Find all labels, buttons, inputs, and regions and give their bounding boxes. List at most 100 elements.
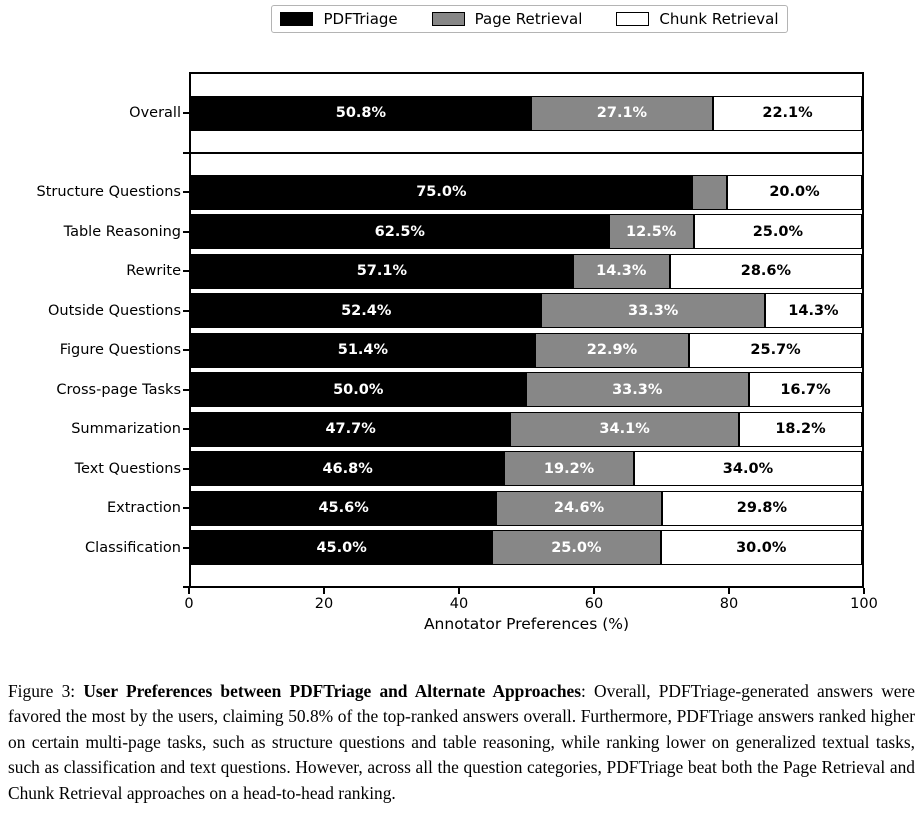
bar-value-label: 19.2% — [543, 460, 595, 477]
bar-value-label: 24.6% — [553, 500, 605, 516]
bar-value-label: 27.1% — [596, 105, 648, 121]
bar-segment: 30.0% — [660, 530, 862, 565]
y-tick — [183, 507, 189, 509]
bar-segment: 27.1% — [530, 95, 714, 131]
legend-swatch-icon — [280, 12, 314, 26]
bar-value-label: 29.8% — [736, 500, 788, 516]
bar-row-classification: 45.0% 25.0% 30.0% — [191, 530, 862, 565]
legend-label: Page Retrieval — [474, 9, 583, 28]
bar-row-text-questions: 46.8% 19.2% 34.0% — [191, 451, 862, 486]
legend-label: Chunk Retrieval — [659, 9, 779, 28]
bar-row-overall: 50.8% 27.1% 22.1% — [191, 95, 862, 131]
legend-swatch-icon — [616, 12, 650, 26]
bar-value-label: 50.0% — [333, 381, 384, 398]
bar-segment: 16.7% — [748, 372, 862, 407]
bar-value-label: 12.5% — [626, 223, 677, 240]
x-tick — [728, 588, 730, 594]
bar-segment: 29.8% — [661, 490, 862, 526]
bar-value-label: 22.1% — [762, 105, 813, 121]
x-tick-label: 0 — [184, 596, 194, 612]
bar-segment: 50.8% — [191, 95, 531, 131]
bar-value-label: 45.0% — [316, 539, 367, 556]
y-tick — [183, 112, 189, 114]
bar-segment: 22.9% — [534, 332, 690, 368]
bar-row-rewrite: 57.1% 14.3% 28.6% — [191, 253, 862, 289]
legend-label: PDFTriage — [323, 9, 398, 28]
bar-segment: 25.0% — [492, 530, 661, 565]
plot-area: 50.8% 27.1% 22.1% 75.0% 20.0% 62.5% 12.5% 25.0%… — [189, 72, 864, 588]
bar-value-label: 47.7% — [325, 421, 376, 437]
category-label: Table Reasoning — [63, 223, 181, 240]
bar-value-label: 46.8% — [322, 460, 373, 477]
x-tick-label: 20 — [314, 596, 334, 612]
bar-value-label: 14.3% — [788, 302, 839, 319]
bar-value-label: 33.3% — [612, 381, 663, 398]
bar-row-cross-page-tasks: 50.0% 33.3% 16.7% — [191, 372, 862, 407]
category-label: Extraction — [106, 500, 181, 516]
bar-segment — [691, 174, 727, 210]
bar-segment: 52.4% — [191, 293, 542, 328]
bar-segment: 34.0% — [633, 451, 862, 486]
bar-segment: 25.7% — [689, 332, 862, 368]
bar-row-figure-questions: 51.4% 22.9% 25.7% — [191, 332, 862, 368]
legend-swatch-icon — [431, 12, 465, 26]
legend-item-pdftriage: PDFTriage — [280, 9, 398, 28]
category-label: Structure Questions — [36, 184, 181, 200]
bar-row-table-reasoning: 62.5% 12.5% 25.0% — [191, 214, 862, 249]
bar-value-label: 75.0% — [416, 184, 467, 200]
bar-value-label: 57.1% — [356, 263, 408, 279]
bar-segment: 28.6% — [669, 253, 862, 289]
bar-value-label: 22.9% — [586, 342, 638, 358]
y-tick — [183, 230, 189, 233]
bar-segment: 45.6% — [191, 490, 497, 526]
bar-row-summarization: 47.7% 34.1% 18.2% — [191, 411, 862, 447]
bar-segment: 19.2% — [504, 451, 634, 486]
bar-segment: 14.3% — [572, 253, 670, 289]
bar-value-label: 30.0% — [736, 539, 787, 556]
bar-value-label: 18.2% — [775, 421, 826, 437]
x-tick — [188, 588, 190, 594]
bar-value-label: 28.6% — [740, 263, 792, 279]
y-tick — [183, 388, 189, 391]
bar-value-label: 25.0% — [551, 539, 602, 556]
y-tick — [183, 428, 189, 430]
category-label: Overall — [129, 105, 181, 121]
bar-value-label: 45.6% — [318, 500, 369, 516]
overall-separator-line — [191, 151, 862, 154]
bar-segment: 57.1% — [191, 253, 573, 289]
category-label: Outside Questions — [47, 302, 181, 319]
bar-segment: 24.6% — [496, 490, 662, 526]
bar-value-label: 34.1% — [599, 421, 650, 437]
y-tick — [183, 586, 189, 588]
bar-value-label: 25.7% — [750, 342, 801, 358]
bar-segment: 25.0% — [693, 214, 862, 249]
category-label: Cross-page Tasks — [56, 381, 181, 398]
bar-value-label: 51.4% — [337, 342, 389, 358]
bar-segment: 14.3% — [764, 293, 862, 328]
x-tick-label: 100 — [850, 596, 878, 612]
bar-row-outside-questions: 52.4% 33.3% 14.3% — [191, 293, 862, 328]
bar-segment: 75.0% — [191, 174, 692, 210]
x-tick — [323, 588, 325, 594]
bar-segment: 46.8% — [191, 451, 505, 486]
bar-value-label: 33.3% — [628, 302, 679, 319]
legend-item-page-retrieval: Page Retrieval — [431, 9, 583, 28]
y-tick — [183, 546, 189, 549]
x-axis-title: Annotator Preferences (%) — [423, 615, 630, 633]
category-label: Figure Questions — [59, 342, 181, 358]
y-tick — [183, 270, 189, 272]
bar-value-label: 14.3% — [596, 263, 647, 279]
caption-prefix: Figure 3: — [8, 681, 84, 701]
bar-segment: 18.2% — [738, 411, 862, 447]
y-tick — [183, 349, 189, 351]
category-label: Summarization — [71, 421, 181, 437]
bar-value-label: 16.7% — [780, 381, 831, 398]
bar-value-label: 52.4% — [341, 302, 392, 319]
bar-segment: 62.5% — [191, 214, 609, 249]
y-tick — [183, 151, 189, 154]
bar-value-label: 34.0% — [722, 460, 774, 477]
legend-item-chunk-retrieval: Chunk Retrieval — [616, 9, 779, 28]
bar-segment: 34.1% — [510, 411, 739, 447]
x-tick — [458, 588, 460, 594]
